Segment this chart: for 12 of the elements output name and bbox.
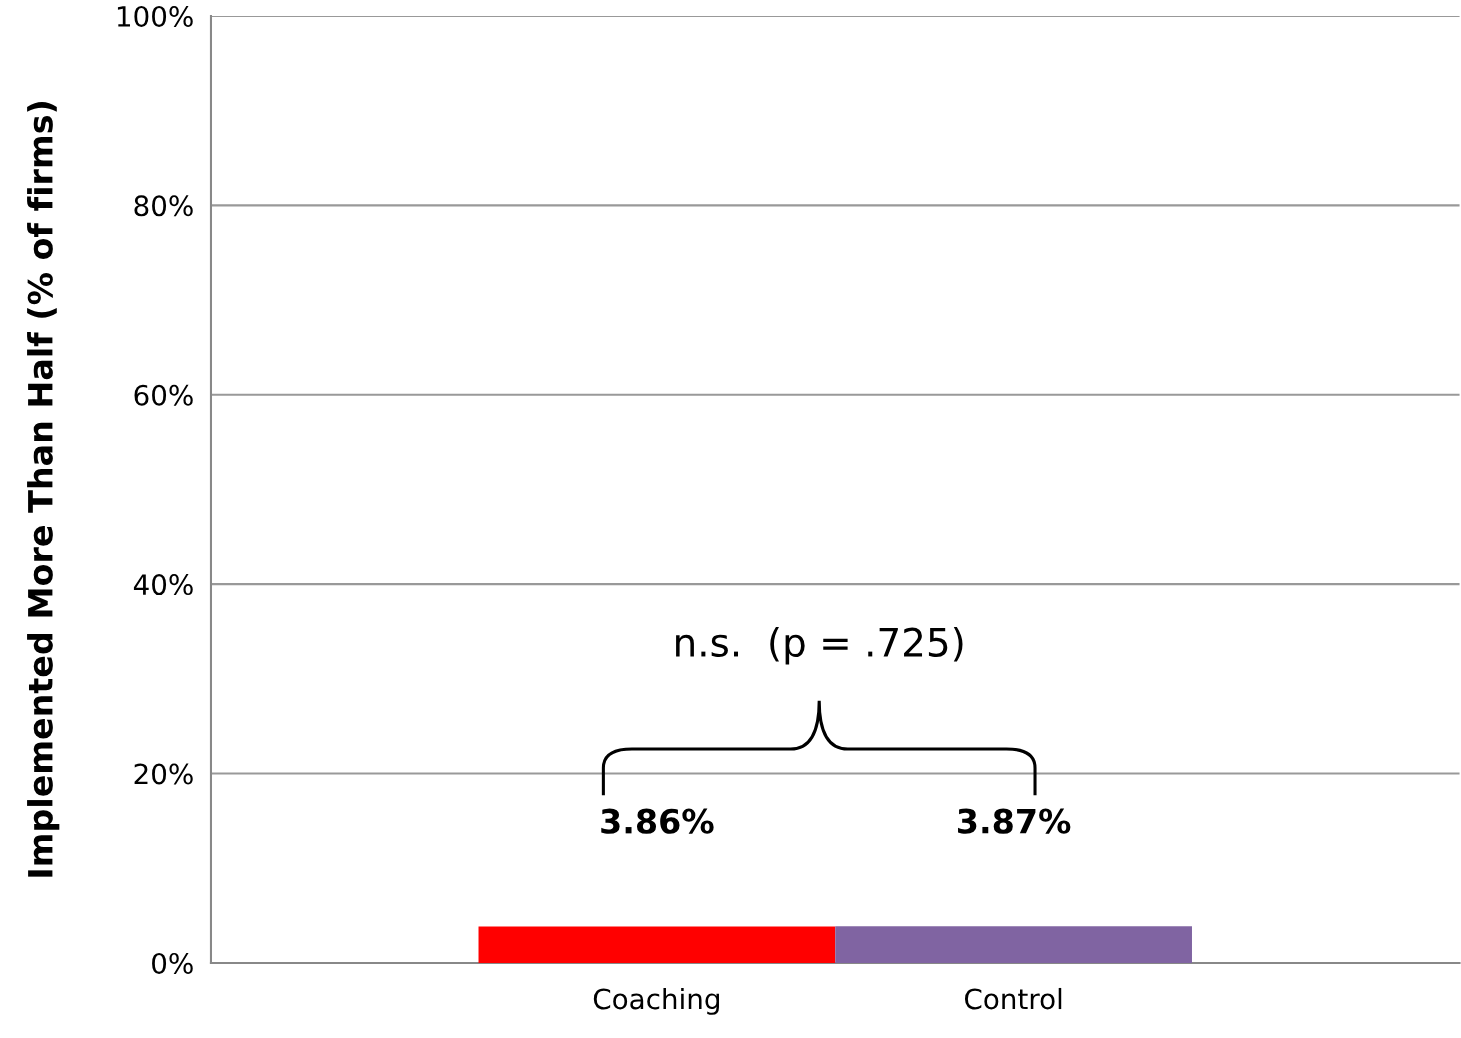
y-tick-label: 0%: [152, 952, 193, 974]
y-tick-label: 60%: [134, 384, 193, 406]
y-tick-label: 100%: [117, 5, 193, 27]
y-tick-label: 40%: [133, 574, 193, 596]
y-axis-title: Implemented More Than Half (% of firms): [27, 102, 60, 877]
data-label: 3.86%: [601, 808, 714, 834]
x-tick-label: Coaching: [593, 987, 719, 1015]
y-tick-label: 20%: [134, 763, 193, 785]
y-tick-label: 80%: [134, 195, 193, 217]
x-tick-label: Control: [964, 987, 1062, 1010]
annotation: n.s. (p = .725): [676, 626, 963, 665]
data-label: 3.87%: [958, 808, 1071, 834]
